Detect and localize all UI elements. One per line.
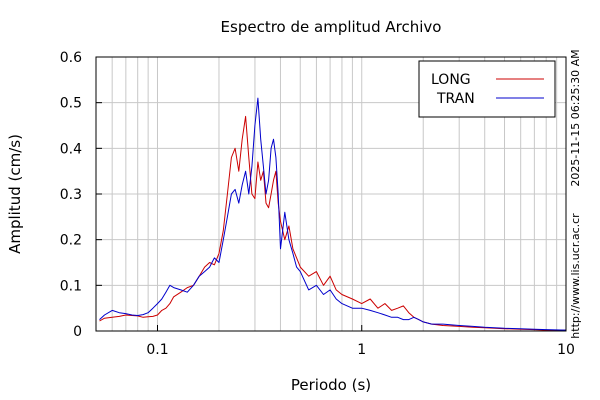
x-tick-label: 10 [557,342,575,358]
series-line-tran [99,97,567,331]
y-tick-label: 0.2 [60,233,82,249]
y-tick-label: 0.5 [60,96,82,112]
legend-box [418,60,556,118]
axis-ticks: 0.1 1 10 0 0.1 0.2 0.3 0.4 0.5 0.6 [60,50,575,358]
y-tick-label: 0.6 [60,50,82,66]
y-tick-label: 0.4 [60,141,82,157]
source-url-text: http://www.lis.ucr.ac.cr [569,213,582,339]
timestamp-text: 2025-11-15 06:25:30 AM [569,49,582,186]
x-tick-label: 1 [357,342,366,358]
y-tick-label: 0 [73,324,82,340]
y-tick-label: 0.1 [60,278,82,294]
x-tick-label: 0.1 [146,342,168,358]
x-axis-label: Periodo (s) [291,376,371,394]
legend: LONG TRAN [418,60,556,118]
chart-title: Espectro de amplitud Archivo [221,18,442,36]
series-line-long [99,115,566,331]
legend-label-long: LONG [431,72,471,88]
y-axis-label: Amplitud (cm/s) [6,134,24,254]
series-lines [99,97,567,331]
legend-label-tran: TRAN [436,91,475,107]
y-tick-label: 0.3 [60,187,82,203]
